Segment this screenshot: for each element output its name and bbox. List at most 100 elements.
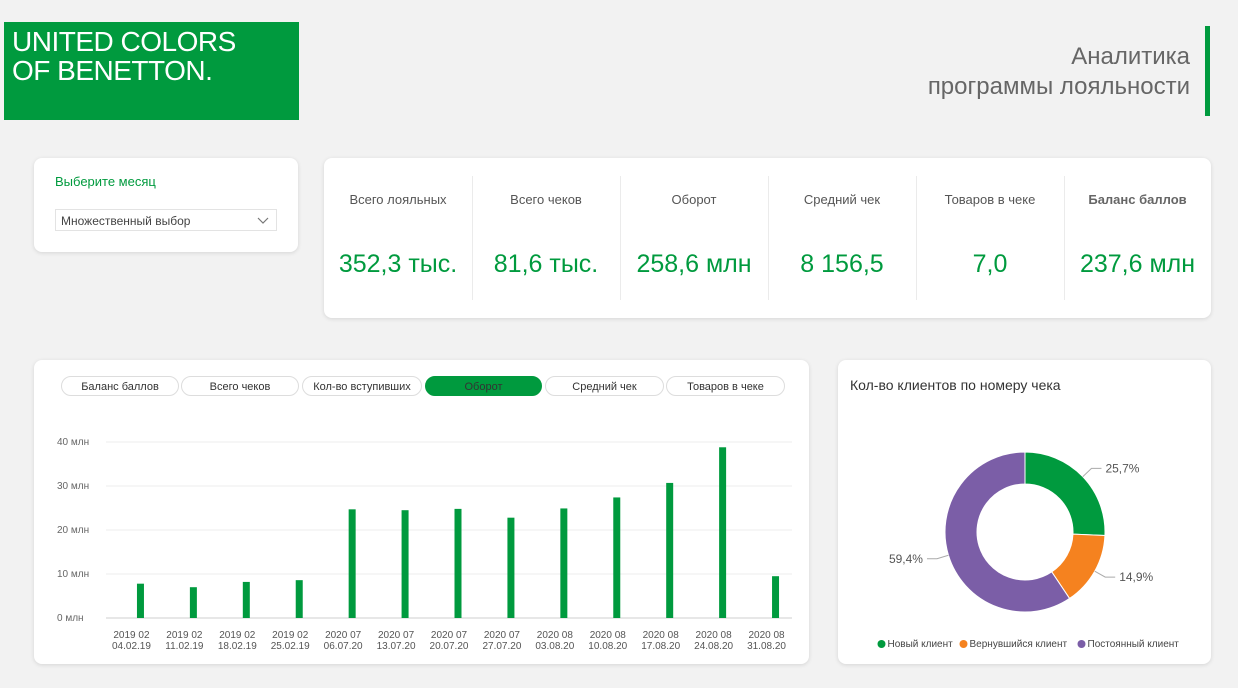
page-title: Аналитика программы лояльности — [928, 42, 1190, 102]
x-tick-label: 2019 02 — [113, 630, 150, 641]
x-tick-label: 2020 07 — [431, 630, 468, 641]
bar[interactable] — [613, 497, 621, 618]
slice-label: 25,7% — [1105, 461, 1139, 475]
tab-average-check[interactable]: Средний чек — [545, 376, 664, 396]
kpi-total-checks: Всего чеков 81,6 тыс. — [472, 176, 620, 300]
kpi-label: Оборот — [671, 192, 717, 207]
y-tick-label: 40 млн — [57, 437, 89, 448]
x-tick-sublabel: 27.07.20 — [482, 641, 521, 652]
x-tick-label: 2019 02 — [166, 630, 203, 641]
brand-logo: UNITED COLORS OF BENETTON. — [4, 22, 299, 120]
kpi-turnover: Оборот 258,6 млн — [620, 176, 768, 300]
x-tick-sublabel: 31.08.20 — [747, 641, 786, 652]
x-tick-label: 2020 08 — [748, 630, 785, 641]
tab-turnover[interactable]: Оборот — [425, 376, 542, 396]
bar[interactable] — [507, 517, 515, 618]
bar[interactable] — [454, 508, 462, 618]
x-tick-sublabel: 18.02.19 — [218, 641, 257, 652]
slice-label: 59,4% — [889, 552, 923, 566]
x-tick-label: 2020 08 — [696, 630, 733, 641]
x-tick-label: 2020 07 — [325, 630, 362, 641]
chevron-down-icon — [256, 210, 270, 239]
kpi-items-per-check: Товаров в чеке 7,0 — [916, 176, 1064, 300]
month-select[interactable]: Множественный выбор — [55, 209, 277, 231]
x-tick-label: 2020 08 — [643, 630, 680, 641]
page-title-line-1: Аналитика — [1071, 43, 1190, 70]
y-tick-label: 10 млн — [57, 569, 89, 580]
x-tick-sublabel: 03.08.20 — [535, 641, 574, 652]
legend-marker — [1077, 640, 1086, 648]
donut-slice[interactable] — [944, 451, 1071, 613]
month-filter-card: Выберите месяц Множественный выбор — [34, 158, 298, 252]
kpi-label: Средний чек — [803, 192, 881, 207]
bar[interactable] — [242, 581, 250, 618]
tab-items-per-check[interactable]: Товаров в чеке — [666, 376, 785, 396]
kpi-label: Всего чеков — [510, 192, 582, 207]
kpi-divider — [916, 176, 917, 300]
bar[interactable] — [189, 587, 197, 618]
kpi-value: 7,0 — [972, 250, 1008, 278]
legend-label: Новый клиент — [888, 639, 954, 650]
kpi-average-check: Средний чек 8 156,5 — [768, 176, 916, 300]
bar[interactable] — [560, 508, 568, 618]
month-filter-label: Выберите месяц — [55, 174, 156, 189]
tab-total-checks[interactable]: Всего чеков — [181, 376, 299, 396]
bar[interactable] — [136, 583, 144, 618]
kpi-divider — [620, 176, 621, 300]
x-tick-label: 2020 08 — [590, 630, 627, 641]
bar[interactable] — [719, 447, 727, 618]
logo-line-2: OF BENETTON. — [12, 55, 213, 86]
month-select-value: Множественный выбор — [61, 214, 191, 228]
bar[interactable] — [401, 510, 409, 618]
bar[interactable] — [348, 509, 356, 618]
y-tick-label: 20 млн — [57, 525, 89, 536]
x-tick-label: 2020 07 — [484, 630, 521, 641]
x-tick-sublabel: 04.02.19 — [112, 641, 151, 652]
legend-label: Постоянный клиент — [1088, 639, 1180, 650]
x-tick-label: 2019 02 — [219, 630, 256, 641]
kpi-card: Всего лояльных 352,3 тыс. Всего чеков 81… — [324, 158, 1211, 318]
x-tick-sublabel: 13.07.20 — [377, 641, 416, 652]
x-tick-label: 2020 08 — [537, 630, 574, 641]
kpi-points-balance: Баланс баллов 237,6 млн — [1064, 176, 1211, 300]
pie-chart-title: Кол-во клиентов по номеру чека — [850, 377, 1061, 393]
logo-line-1: UNITED COLORS — [12, 26, 236, 57]
y-tick-label: 30 млн — [57, 481, 89, 492]
kpi-total-loyal: Всего лояльных 352,3 тыс. — [324, 176, 472, 300]
x-tick-sublabel: 24.08.20 — [694, 641, 733, 652]
slice-label: 14,9% — [1119, 570, 1153, 584]
kpi-label: Товаров в чеке — [944, 192, 1036, 207]
kpi-divider — [768, 176, 769, 300]
tab-joined-count[interactable]: Кол-во вступивших — [302, 376, 422, 396]
x-tick-sublabel: 25.02.19 — [271, 641, 310, 652]
y-tick-label: 0 млн — [57, 613, 84, 624]
x-tick-sublabel: 10.08.20 — [588, 641, 627, 652]
bar-chart-card: Баланс баллов Всего чеков Кол-во вступив… — [34, 360, 809, 664]
x-tick-sublabel: 11.02.19 — [165, 641, 204, 652]
kpi-value: 237,6 млн — [1079, 250, 1196, 278]
kpi-divider — [1064, 176, 1065, 300]
kpi-value: 81,6 тыс. — [493, 250, 599, 278]
x-tick-sublabel: 20.07.20 — [430, 641, 469, 652]
slice-leader-line — [1094, 570, 1116, 578]
kpi-value: 352,3 тыс. — [338, 250, 458, 278]
x-tick-sublabel: 17.08.20 — [641, 641, 680, 652]
bar[interactable] — [666, 482, 674, 618]
page-title-line-2: программы лояльности — [927, 73, 1190, 100]
legend-marker — [877, 640, 886, 648]
tab-points-balance[interactable]: Баланс баллов — [61, 376, 179, 396]
kpi-value: 258,6 млн — [636, 250, 752, 278]
slice-leader-line — [926, 554, 949, 560]
bar[interactable] — [295, 580, 303, 618]
legend-marker — [959, 640, 968, 648]
pie-chart-card: Кол-во клиентов по номеру чека 25,7% 14,9… — [838, 360, 1211, 664]
x-tick-sublabel: 06.07.20 — [324, 641, 363, 652]
legend-label: Вернувшийся клиент — [970, 639, 1068, 650]
bar[interactable] — [772, 576, 780, 618]
x-tick-label: 2020 07 — [378, 630, 415, 641]
kpi-label: Всего лояльных — [349, 192, 447, 207]
clients-donut-chart: 25,7% 14,9% 59,4% Новый клиент Вернувшийся к… — [877, 451, 1180, 650]
donut-slice[interactable] — [1024, 451, 1106, 537]
header-accent-bar — [1205, 26, 1210, 116]
